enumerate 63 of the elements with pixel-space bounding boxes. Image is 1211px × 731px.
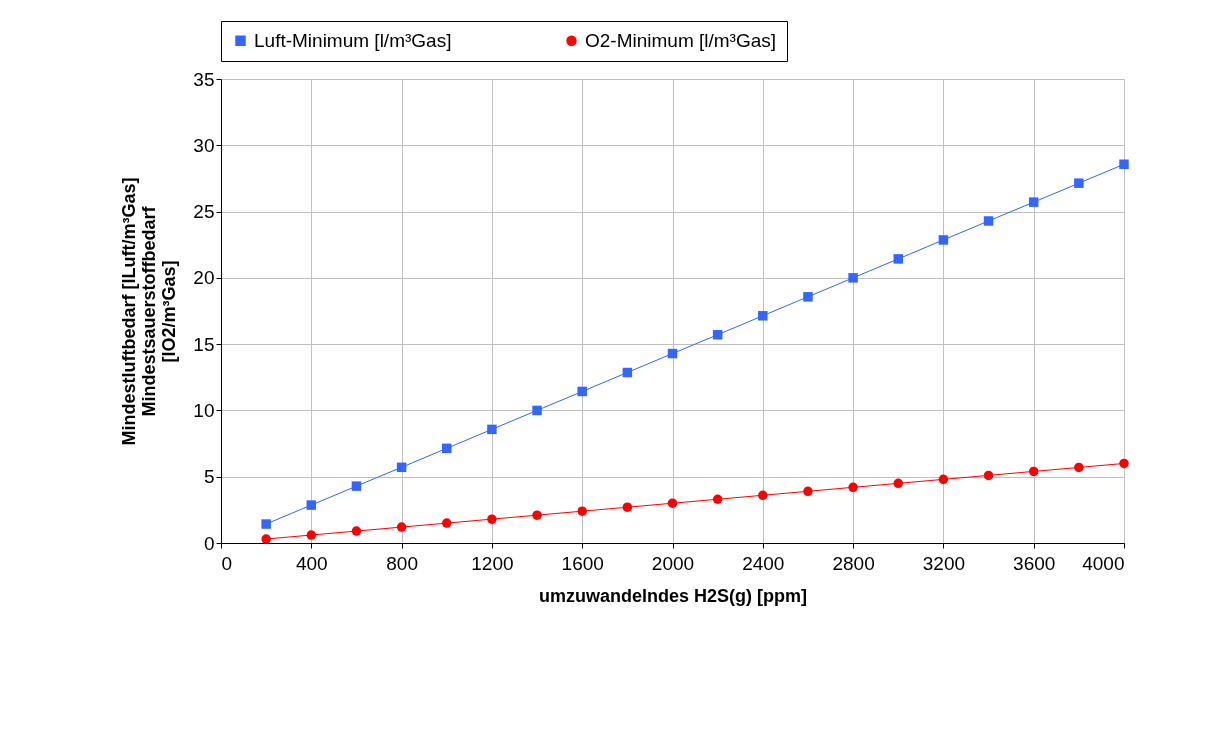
x-tick-label: 2000: [651, 552, 695, 574]
point: [532, 510, 542, 520]
x-tick-label: 3200: [922, 552, 966, 574]
point: [261, 519, 271, 529]
point: [1074, 178, 1084, 188]
x-tick-label: 1200: [471, 552, 514, 574]
x-tick-label: 0: [221, 552, 233, 574]
point: [532, 405, 542, 416]
point: [848, 273, 858, 283]
point: [577, 386, 587, 397]
point: [848, 482, 858, 493]
point: [893, 478, 903, 489]
point: [261, 534, 271, 544]
point: [577, 506, 587, 516]
point: [487, 514, 497, 524]
point: [1074, 462, 1084, 473]
point: [667, 498, 678, 508]
x-tick-label: 400: [295, 552, 328, 574]
point: [803, 486, 813, 497]
point: [396, 462, 407, 473]
point: [442, 518, 452, 528]
point: [803, 292, 813, 302]
y-tick-label: 15: [193, 333, 215, 355]
point: [622, 502, 633, 512]
y-tick-label: 35: [193, 68, 215, 90]
point: [712, 329, 723, 340]
y-axis-title: Mindestluftbedarf [lLuft/m³Gas] Mindestsauerstoffbedarf [lO2/m³Gas]: [119, 177, 180, 446]
point: [893, 254, 903, 264]
y-tick-label: 10: [193, 399, 215, 421]
point: [351, 526, 362, 536]
point: [758, 490, 768, 501]
legend-label: Luft-Minimum [l/m³Gas]: [254, 29, 452, 51]
point: [983, 216, 994, 226]
x-tick-label: 4000: [1082, 552, 1125, 574]
y-tick-label: 30: [193, 134, 215, 156]
x-tick-label: 800: [386, 552, 418, 574]
x-tick-label: 2800: [832, 552, 875, 574]
point: [938, 235, 949, 245]
point: [938, 474, 949, 485]
x-tick-label: 1600: [561, 552, 604, 574]
legend-label: O2-Minimum [l/m³Gas]: [585, 29, 777, 51]
y-tick-label: 0: [203, 532, 215, 554]
point: [758, 311, 768, 321]
point: [667, 348, 678, 359]
point: [487, 424, 497, 435]
y-tick-label: 5: [203, 466, 215, 488]
y-tick-label: 20: [193, 267, 215, 289]
point: [306, 500, 317, 510]
point: [306, 530, 317, 540]
point: [1028, 197, 1039, 207]
point: [1119, 458, 1129, 469]
point: [712, 494, 723, 504]
point: [1028, 466, 1039, 477]
point: [622, 367, 633, 378]
x-tick-label: 2400: [742, 552, 785, 574]
point: [396, 522, 407, 532]
x-tick-label: 3600: [1013, 552, 1056, 574]
point: [351, 481, 362, 491]
x-axis-title: umzuwandelndes H2S(g) [ppm]: [538, 585, 808, 606]
point: [1119, 159, 1129, 169]
point: [442, 443, 452, 454]
point: [983, 470, 994, 481]
y-tick-label: 25: [193, 201, 215, 223]
